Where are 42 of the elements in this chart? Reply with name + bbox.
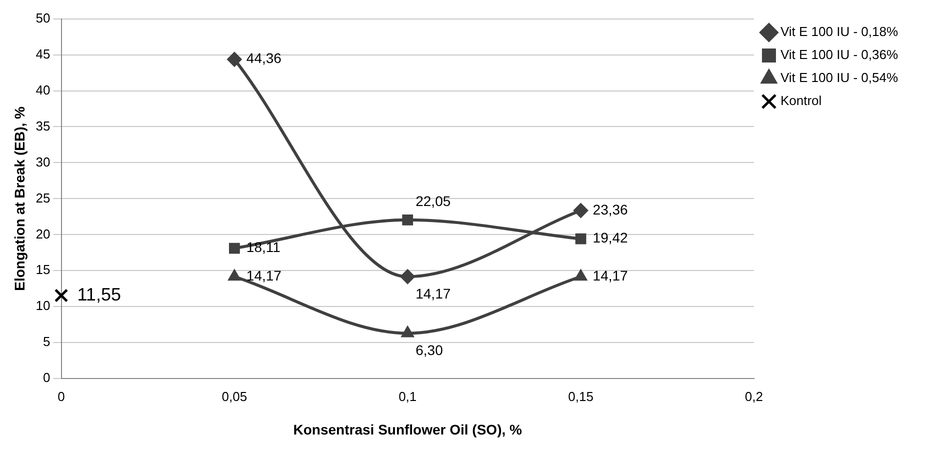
y-tick-label: 10	[36, 298, 50, 314]
y-axis-title: Elongation at Break (EB), %	[11, 106, 28, 291]
y-tick-label: 50	[36, 10, 50, 26]
y-tick-label: 20	[36, 226, 50, 242]
x-tick-label: 0,15	[568, 388, 594, 404]
legend-label: Vit E 100 IU - 0,18%	[780, 24, 898, 40]
point	[228, 242, 240, 254]
x-tick-label: 0	[58, 388, 65, 404]
x-tick-label: 0,1	[398, 388, 417, 404]
point	[574, 269, 588, 281]
point	[54, 288, 68, 302]
data-label: 14,17	[246, 267, 282, 284]
legend-label: Vit E 100 IU - 0,36%	[780, 47, 898, 62]
data-label: 11,55	[77, 284, 121, 304]
x-axis-title: Konsentrasi Sunflower Oil (SO), %	[293, 421, 523, 438]
y-tick-label: 45	[36, 46, 50, 62]
data-label: 44,36	[246, 50, 282, 66]
point	[573, 203, 588, 218]
data-label: 23,36	[592, 201, 628, 218]
legend-label: Vit E 100 IU - 0,54%	[780, 70, 898, 86]
point	[401, 326, 414, 338]
y-tick-label: 35	[36, 118, 50, 134]
data-label: 22,05	[416, 192, 451, 209]
y-tick-label: 30	[36, 154, 50, 170]
data-label: 6,30	[416, 342, 444, 358]
data-label: 18,11	[246, 239, 281, 256]
y-tick-label: 15	[36, 262, 50, 278]
data-label: 19,42	[592, 230, 628, 246]
x-tick-label: 0,05	[222, 388, 248, 404]
data-label: 14,17	[416, 285, 451, 302]
x-tick-label: 0,2	[744, 388, 763, 404]
point	[400, 269, 416, 284]
legend-label: Kontrol	[780, 93, 822, 108]
point	[226, 52, 242, 67]
data-label: 14,17	[592, 267, 628, 284]
point	[402, 214, 414, 226]
y-tick-label: 25	[36, 190, 50, 206]
y-tick-label: 40	[36, 82, 50, 98]
y-tick-label: 0	[43, 370, 50, 386]
point	[228, 269, 241, 281]
point	[575, 233, 586, 244]
y-tick-label: 5	[43, 334, 50, 350]
